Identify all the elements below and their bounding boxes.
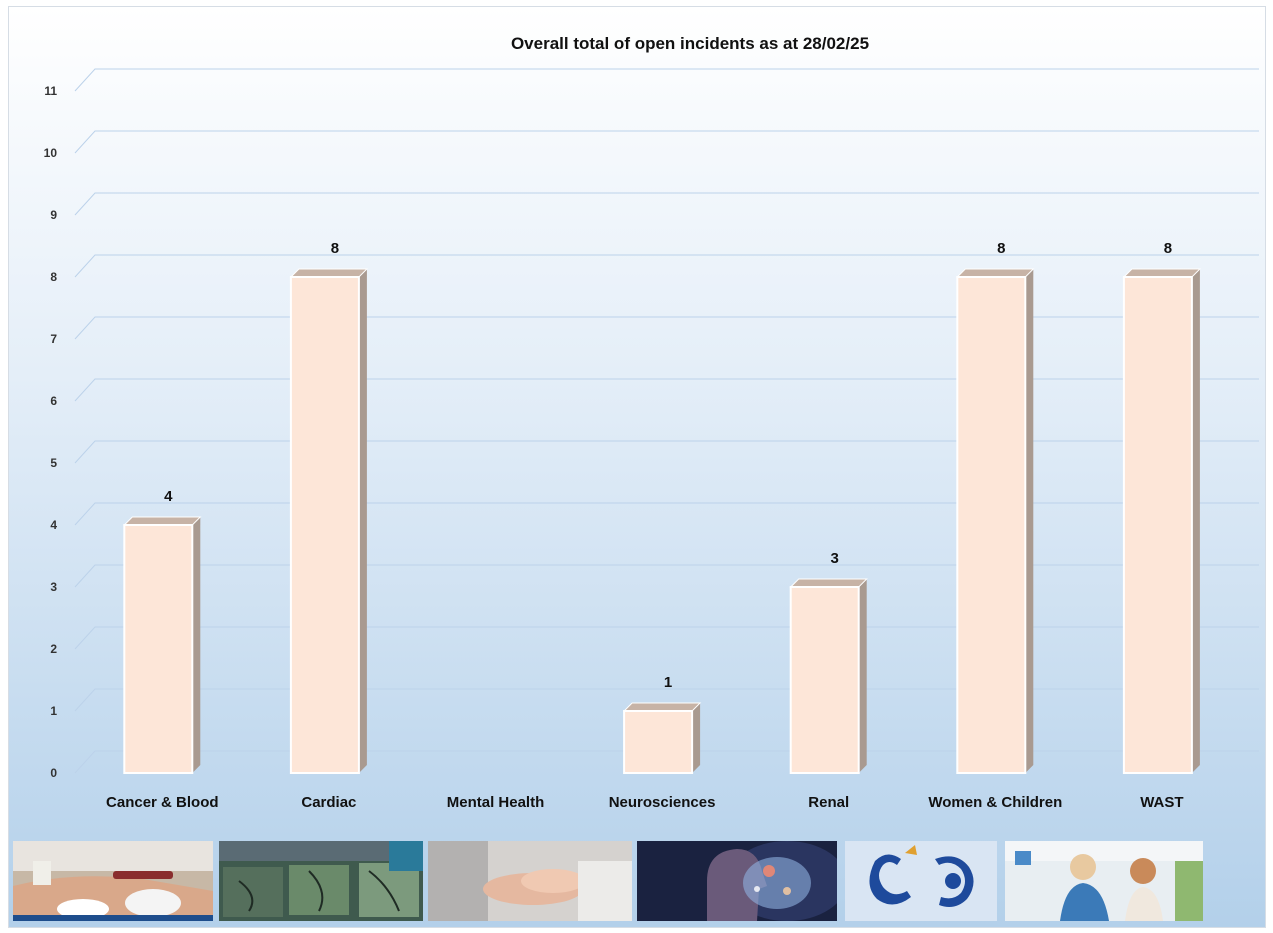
- holding-hands-photo: [428, 841, 632, 921]
- gridline: [74, 316, 1259, 340]
- y-tick-label: 4: [50, 518, 57, 532]
- data-label: 4: [164, 488, 173, 505]
- gridline: [74, 378, 1259, 402]
- gridline: [74, 564, 1259, 588]
- bar-side: [858, 579, 867, 773]
- gridlines: [74, 68, 1259, 774]
- data-label: 8: [331, 240, 339, 257]
- bar: [623, 710, 694, 774]
- bar: [956, 276, 1027, 774]
- y-tick-label: 2: [50, 642, 57, 656]
- gridline: [74, 192, 1259, 216]
- y-tick-label: 9: [50, 208, 57, 222]
- category-label: WAST: [1140, 794, 1183, 811]
- gridline: [74, 68, 1259, 92]
- y-tick-label: 8: [50, 270, 57, 284]
- x-axis-categories: Cancer & Blood Cardiac Mental Health Neuros…: [106, 794, 1184, 811]
- data-label: 8: [997, 240, 1005, 257]
- gridline: [74, 688, 1259, 712]
- y-axis-ticks: 0 1 2 3 4 5 6 7 8 9 10 11: [44, 84, 58, 780]
- data-label: 3: [831, 550, 839, 567]
- bar-side: [692, 703, 701, 773]
- bar-side: [358, 269, 367, 773]
- chart-frame: 0 1 2 3 4 5 6 7 8 9 10 11 4 8 1 3 8 8 Cancer & Blood Card…: [8, 6, 1266, 928]
- category-label: Women & Children: [928, 794, 1062, 811]
- gridline: [74, 254, 1259, 278]
- bar: [789, 586, 860, 774]
- wast-dragon-logo: [845, 841, 997, 921]
- bar: [289, 276, 360, 774]
- y-tick-label: 6: [50, 394, 57, 408]
- category-label: Renal: [808, 794, 849, 811]
- bar-top: [289, 268, 369, 278]
- y-tick-label: 3: [50, 580, 57, 594]
- bar-side: [1191, 269, 1200, 773]
- y-tick-label: 11: [44, 84, 57, 98]
- gridline: [74, 502, 1259, 526]
- bar-top: [1122, 268, 1202, 278]
- bars: 4 8 1 3 8 8: [123, 240, 1202, 774]
- data-label: 8: [1164, 240, 1172, 257]
- gridline: [74, 626, 1259, 650]
- category-label: Neurosciences: [609, 794, 716, 811]
- brain-head-photo: [637, 841, 837, 921]
- angiogram-photo: [219, 841, 423, 921]
- category-label: Cardiac: [301, 794, 356, 811]
- category-label: Cancer & Blood: [106, 794, 219, 811]
- bar: [123, 524, 194, 774]
- bar: [1122, 276, 1193, 774]
- data-label: 1: [664, 674, 672, 691]
- bar-side: [1025, 269, 1034, 773]
- y-tick-label: 7: [50, 332, 57, 346]
- y-tick-label: 10: [44, 146, 58, 160]
- bar-side: [192, 517, 201, 773]
- doctor-child-photo: [1005, 841, 1203, 921]
- y-tick-label: 0: [50, 766, 57, 780]
- blood-sample-photo: [13, 841, 213, 921]
- y-tick-label: 1: [50, 704, 57, 718]
- bar-top: [123, 516, 202, 526]
- chart-title: Overall total of open incidents as at 28…: [511, 34, 869, 53]
- gridline: [74, 130, 1259, 154]
- category-label: Mental Health: [447, 794, 545, 811]
- bar-top: [956, 268, 1035, 278]
- gridline: [74, 440, 1259, 464]
- bar-top: [789, 578, 868, 588]
- bar-top: [622, 702, 702, 712]
- gridline: [74, 750, 1259, 774]
- y-tick-label: 5: [50, 456, 57, 470]
- bar-chart: 0 1 2 3 4 5 6 7 8 9 10 11 4 8 1 3 8 8 Cancer & Blood Card…: [44, 34, 1259, 811]
